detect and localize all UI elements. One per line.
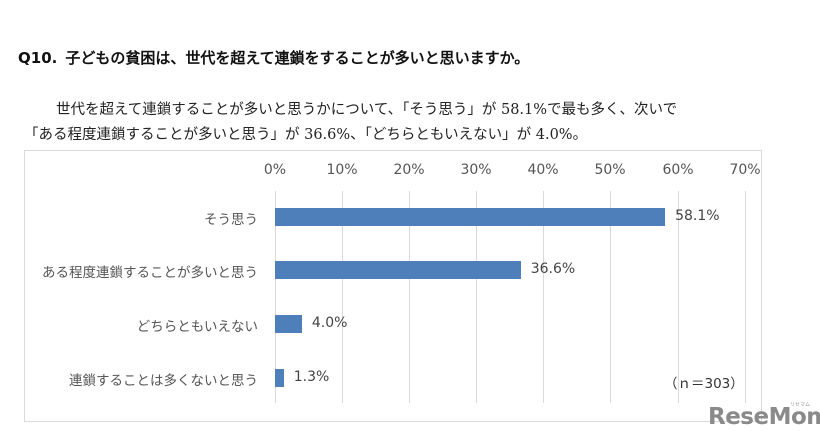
bar [275,208,666,226]
gridline [745,191,746,403]
gridline [275,191,276,403]
value-label: 1.3% [293,369,330,385]
gridline [610,191,611,403]
question-text: 子どもの貧困は、世代を超えて連鎖をすることが多いと思いますか。 [65,49,530,67]
x-tick-label: 50% [594,162,626,178]
resemom-logo: ReseMom [708,404,820,430]
x-tick-label: 0% [263,162,287,178]
bar [275,261,521,279]
category-label: そう思う [204,212,258,228]
chart-frame [24,150,762,422]
summary-text: 世代を超えて連鎖することが多いと思うかについて、「そう思う」が 58.1%で最も… [24,98,677,148]
gridline [543,191,544,403]
x-tick-label: 20% [393,162,425,178]
question-title: Q10. 子どもの貧困は、世代を超えて連鎖をすることが多いと思いますか。 [18,47,529,68]
bar [275,315,302,333]
value-label: 36.6% [530,261,576,277]
bar [275,369,284,387]
x-tick-label: 10% [326,162,358,178]
gridline [476,191,477,403]
value-label: 4.0% [311,315,348,331]
category-label: ある程度連鎖することが多いと思う [42,265,258,281]
question-number: Q10. [18,49,58,67]
category-label: どちらともいえない [136,319,258,335]
x-tick-label: 70% [729,162,761,178]
sample-size-note: （ｎ＝303） [664,376,744,392]
resemom-logo-kana: リセマム [790,402,811,408]
summary-line-1: 世代を超えて連鎖することが多いと思うかについて、「そう思う」が 58.1%で最も… [56,102,678,118]
x-tick-label: 40% [527,162,559,178]
category-label: 連鎖することは多くないと思う [69,373,258,389]
x-tick-label: 30% [460,162,492,178]
x-tick-label: 60% [662,162,694,178]
gridline [342,191,343,403]
summary-line-2: 「ある程度連鎖することが多いと思う」が 36.6%、「どちらともいえない」が 4… [24,127,588,143]
value-label: 58.1% [675,208,720,224]
gridline [678,191,679,403]
gridline [409,191,410,403]
